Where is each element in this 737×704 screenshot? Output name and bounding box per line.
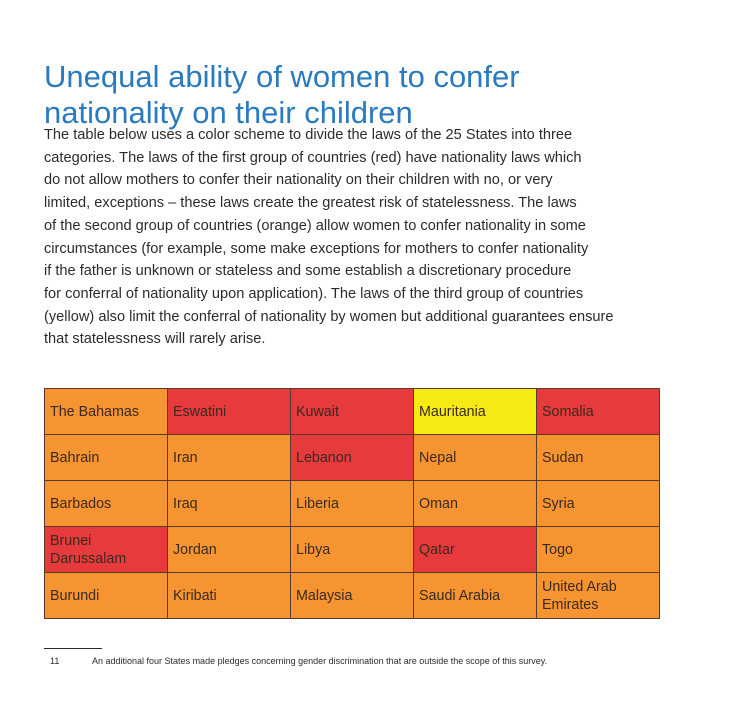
- intro-line: limited, exceptions – these laws create …: [44, 195, 577, 212]
- country-cell: Brunei Darussalam: [44, 526, 168, 573]
- country-cell: Iran: [167, 434, 291, 481]
- table-row: Burundi Kiribati Malaysia Saudi Arabia U…: [44, 572, 660, 619]
- country-cell: Eswatini: [167, 388, 291, 435]
- table-row: Bahrain Iran Lebanon Nepal Sudan: [44, 434, 660, 481]
- table-row: Brunei Darussalam Jordan Libya Qatar Tog…: [44, 526, 660, 573]
- intro-line: (yellow) also limit the conferral of nat…: [44, 308, 614, 325]
- country-cell: Liberia: [290, 480, 414, 527]
- country-cell: Barbados: [44, 480, 168, 527]
- intro-paragraph: The table below uses a color scheme to d…: [44, 124, 684, 351]
- country-cell: Oman: [413, 480, 537, 527]
- country-cell: United Arab Emirates: [536, 572, 660, 619]
- page-title: Unequal ability of women to confer natio…: [44, 59, 684, 131]
- country-cell: Burundi: [44, 572, 168, 619]
- title-line: Unequal ability of women to confer: [44, 58, 520, 94]
- country-cell: Qatar: [413, 526, 537, 573]
- country-cell: Nepal: [413, 434, 537, 481]
- country-cell: Malaysia: [290, 572, 414, 619]
- countries-table: The Bahamas Eswatini Kuwait Mauritania S…: [44, 388, 660, 619]
- table-row: Barbados Iraq Liberia Oman Syria: [44, 480, 660, 527]
- country-cell: The Bahamas: [44, 388, 168, 435]
- country-cell: Saudi Arabia: [413, 572, 537, 619]
- country-cell: Bahrain: [44, 434, 168, 481]
- footnote-number: 11: [50, 656, 60, 666]
- intro-line: circumstances (for example, some make ex…: [44, 240, 589, 257]
- country-cell: Sudan: [536, 434, 660, 481]
- country-cell: Togo: [536, 526, 660, 573]
- title-line: nationality on their children: [44, 94, 413, 130]
- country-cell: Jordan: [167, 526, 291, 573]
- intro-line: do not allow mothers to confer their nat…: [44, 172, 553, 189]
- country-cell: Kiribati: [167, 572, 291, 619]
- intro-line: categories. The laws of the first group …: [44, 149, 582, 166]
- country-cell: Syria: [536, 480, 660, 527]
- country-cell: Lebanon: [290, 434, 414, 481]
- country-cell: Libya: [290, 526, 414, 573]
- country-cell: Iraq: [167, 480, 291, 527]
- intro-line: for conferral of nationality upon applic…: [44, 285, 584, 302]
- intro-line: The table below uses a color scheme to d…: [44, 127, 573, 143]
- country-cell: Somalia: [536, 388, 660, 435]
- intro-line: that statelessness will rarely arise.: [44, 331, 266, 348]
- intro-line: if the father is unknown or stateless an…: [44, 263, 572, 280]
- country-cell: Kuwait: [290, 388, 414, 435]
- footnote-divider: [44, 648, 102, 649]
- intro-line: of the second group of countries (orange…: [44, 217, 586, 234]
- country-cell: Mauritania: [413, 388, 537, 435]
- footnote-text: An additional four States made pledges c…: [92, 656, 548, 666]
- table-row: The Bahamas Eswatini Kuwait Mauritania S…: [44, 388, 660, 435]
